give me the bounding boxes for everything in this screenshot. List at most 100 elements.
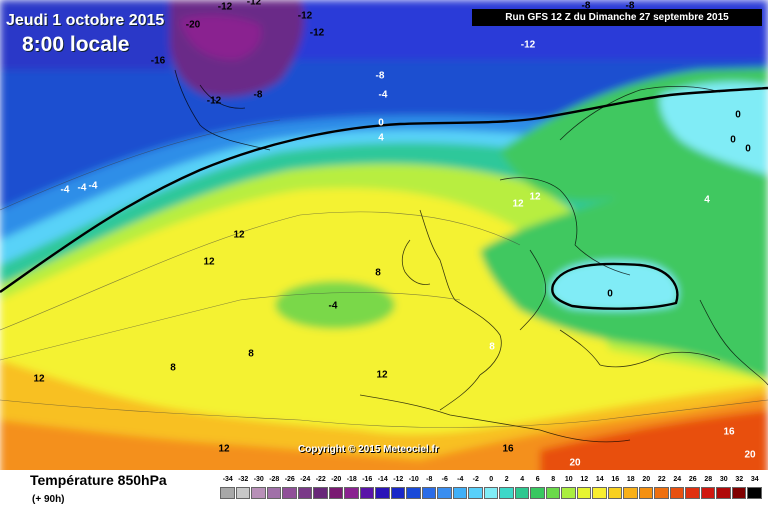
contour-label: 20	[744, 449, 756, 461]
contour-label: 0	[730, 134, 736, 146]
legend-value: -8	[426, 476, 433, 483]
legend-value: 10	[564, 476, 573, 483]
legend-swatch	[700, 487, 715, 499]
legend-value: 24	[673, 476, 682, 483]
legend-swatch	[437, 487, 452, 499]
contour-label: 16	[502, 443, 514, 455]
legend-value: 12	[580, 476, 589, 483]
legend-swatch	[685, 487, 700, 499]
legend-value: 16	[611, 476, 620, 483]
parameter-title: Température 850hPa	[30, 472, 167, 488]
legend-value: 34	[750, 476, 759, 483]
legend-swatch	[220, 487, 235, 499]
contour-label: -8	[581, 0, 591, 12]
legend-swatch	[716, 487, 731, 499]
legend-value: -24	[300, 476, 311, 483]
contour-label: 12	[529, 191, 541, 203]
contour-label: -4	[378, 89, 388, 101]
legend-value: 30	[719, 476, 728, 483]
legend-value: 26	[688, 476, 697, 483]
legend-swatch	[375, 487, 390, 499]
contour-label: -20	[185, 19, 201, 31]
contour-label: -4	[60, 184, 70, 196]
legend-value: 20	[642, 476, 651, 483]
contour-label: 8	[375, 267, 381, 279]
contour-label: -4	[328, 300, 338, 312]
legend-value: 0	[489, 476, 494, 483]
legend-swatch	[623, 487, 638, 499]
legend-value: 22	[657, 476, 666, 483]
legend-swatch	[576, 487, 591, 499]
legend-value: 14	[595, 476, 604, 483]
contour-label: 12	[233, 229, 245, 241]
legend-swatch	[499, 487, 514, 499]
contour-label: -12	[217, 1, 233, 13]
coastlines	[174, 69, 768, 443]
legend-value: 18	[626, 476, 635, 483]
contour-label: -8	[253, 89, 263, 101]
legend-value: 4	[520, 476, 525, 483]
legend-value: -16	[362, 476, 373, 483]
contour-label: 16	[723, 426, 735, 438]
legend-swatch	[421, 487, 436, 499]
contour-label: 0	[378, 117, 384, 129]
legend-value: 28	[704, 476, 713, 483]
contour-label: 12	[218, 443, 230, 455]
contour-label: 0	[735, 109, 741, 121]
legend-value: 32	[735, 476, 744, 483]
contour-label: 20	[569, 457, 581, 469]
contour-label: 12	[33, 373, 45, 385]
legend-swatch	[235, 487, 250, 499]
contour-label: 8	[248, 348, 254, 360]
zero-isotherms	[0, 86, 768, 310]
legend-value: -14	[377, 476, 388, 483]
contour-label: -8	[375, 70, 385, 82]
contour-label: -16	[150, 55, 166, 67]
legend-value: -4	[457, 476, 464, 483]
legend-value: -32	[238, 476, 249, 483]
contour-label: -4	[88, 180, 98, 192]
valid-time: 8:00 locale	[22, 33, 130, 56]
contour-label: -8	[625, 0, 635, 12]
map-footer: Température 850hPa (+ 90h) -34 -32 -30 -28-…	[0, 470, 768, 512]
legend-swatch	[561, 487, 576, 499]
run-info: Run GFS 12 Z du Dimanche 27 septembre 20…	[472, 9, 762, 26]
legend-swatch	[592, 487, 607, 499]
legend-value: -10	[408, 476, 419, 483]
legend-swatch	[406, 487, 421, 499]
legend-value: -2	[472, 476, 479, 483]
contour-label: -12	[246, 0, 262, 8]
legend-swatch	[468, 487, 483, 499]
legend-swatch	[607, 487, 622, 499]
legend-swatch	[282, 487, 297, 499]
contour-label: 8	[170, 362, 176, 374]
legend-value: 6	[535, 476, 540, 483]
contour-label: -12	[520, 39, 536, 51]
contour-label: 12	[203, 256, 215, 268]
legend-swatch	[266, 487, 281, 499]
legend-value: -34	[222, 476, 233, 483]
legend-value: -28	[269, 476, 280, 483]
legend-swatch	[359, 487, 374, 499]
legend-value: -6	[441, 476, 448, 483]
legend-swatch	[747, 487, 762, 499]
color-legend: -34 -32 -30 -28 -26 -24 -22 -20 -18 -16 -14 -12 -10-…	[220, 476, 762, 510]
contour-label: 0	[745, 143, 751, 155]
legend-value: 8	[551, 476, 556, 483]
copyright-text: Copyright © 2015 Meteociel.fr	[298, 444, 439, 455]
contour-label: -12	[297, 10, 313, 22]
legend-swatch	[654, 487, 669, 499]
legend-swatch	[390, 487, 405, 499]
legend-swatch	[452, 487, 467, 499]
legend-swatch	[514, 487, 529, 499]
legend-value: 2	[504, 476, 509, 483]
contour-label: -4	[77, 182, 87, 194]
legend-swatch	[251, 487, 266, 499]
legend-value: -30	[253, 476, 264, 483]
contour-label: 12	[376, 369, 388, 381]
legend-swatch	[545, 487, 560, 499]
lead-time: (+ 90h)	[32, 494, 65, 505]
legend-value: -12	[393, 476, 404, 483]
contour-label: 12	[512, 198, 524, 210]
legend-swatch	[731, 487, 746, 499]
